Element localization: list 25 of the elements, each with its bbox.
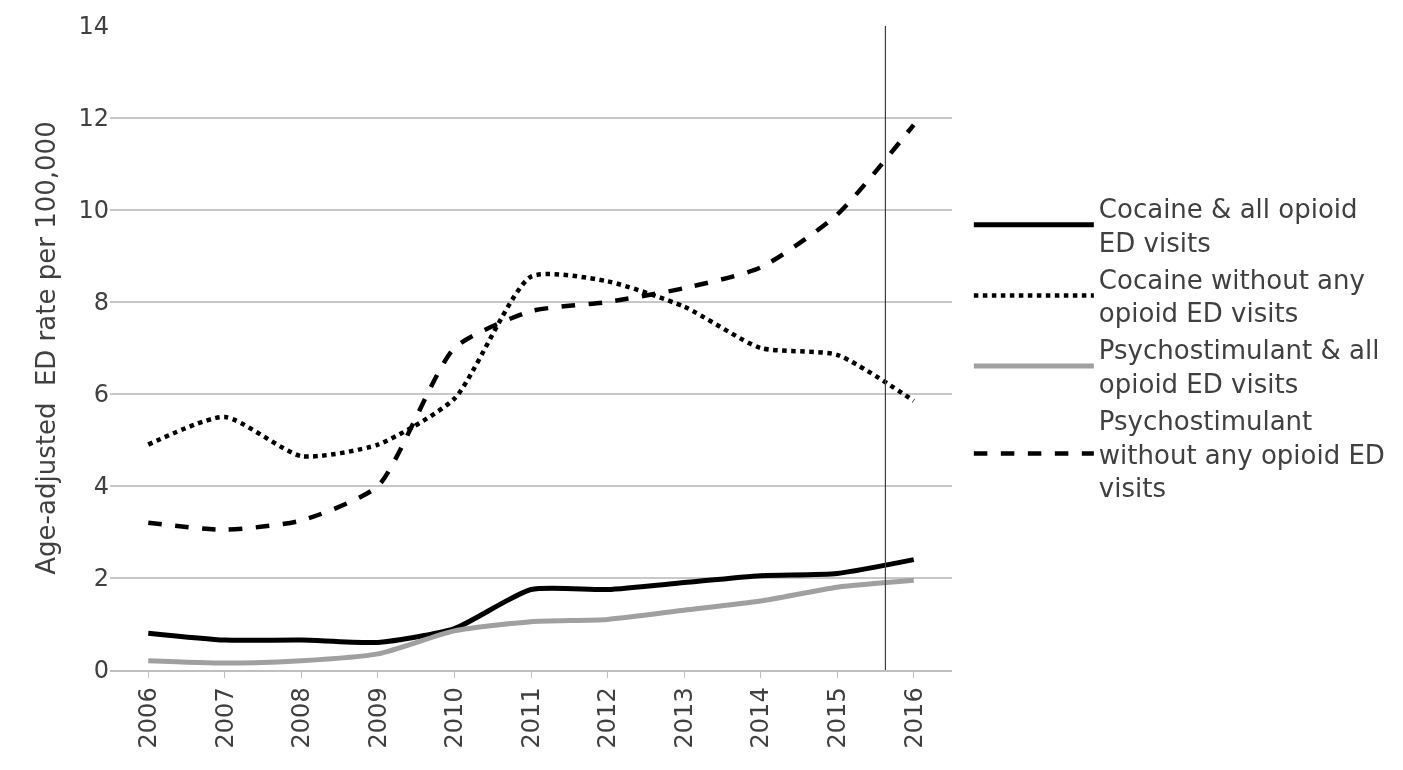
- x-tick-label: 2014: [746, 687, 775, 749]
- x-tick-label: 2012: [593, 687, 622, 749]
- x-tick-label: 2008: [287, 687, 316, 749]
- x-tick-label: 2009: [363, 687, 392, 749]
- y-tick-label: 6: [93, 380, 109, 409]
- y-tick-label: 4: [93, 472, 109, 501]
- y-tick-label: 0: [93, 656, 109, 685]
- x-tick-label: 2016: [899, 687, 928, 749]
- y-tick-label: 12: [78, 104, 109, 133]
- legend-label: Cocaine without any opioid ED visits: [1098, 264, 1365, 329]
- y-tick-label: 14: [78, 12, 109, 41]
- legend-label: Psychostimulant & all opioid ED visits: [1098, 335, 1380, 400]
- legend-label: Psychostimulant without any opioid ED visits: [1098, 405, 1385, 504]
- x-tick-label: 2010: [440, 687, 469, 749]
- x-tick-label: 2007: [210, 687, 239, 749]
- y-tick-label: 8: [93, 288, 109, 317]
- x-tick-label: 2011: [516, 687, 545, 749]
- line-series: [146, 122, 916, 532]
- y-tick-label: 2: [93, 564, 109, 593]
- y-tick-label: 10: [78, 196, 109, 225]
- y-axis-title: Age-adjusted ED rate per 100,000: [30, 121, 61, 575]
- x-tick-label: 2015: [822, 687, 851, 749]
- x-tick-label: 2013: [669, 687, 698, 749]
- legend-label: Cocaine & all opioid ED visits: [1098, 194, 1358, 258]
- x-tick-label: 2006: [134, 687, 163, 749]
